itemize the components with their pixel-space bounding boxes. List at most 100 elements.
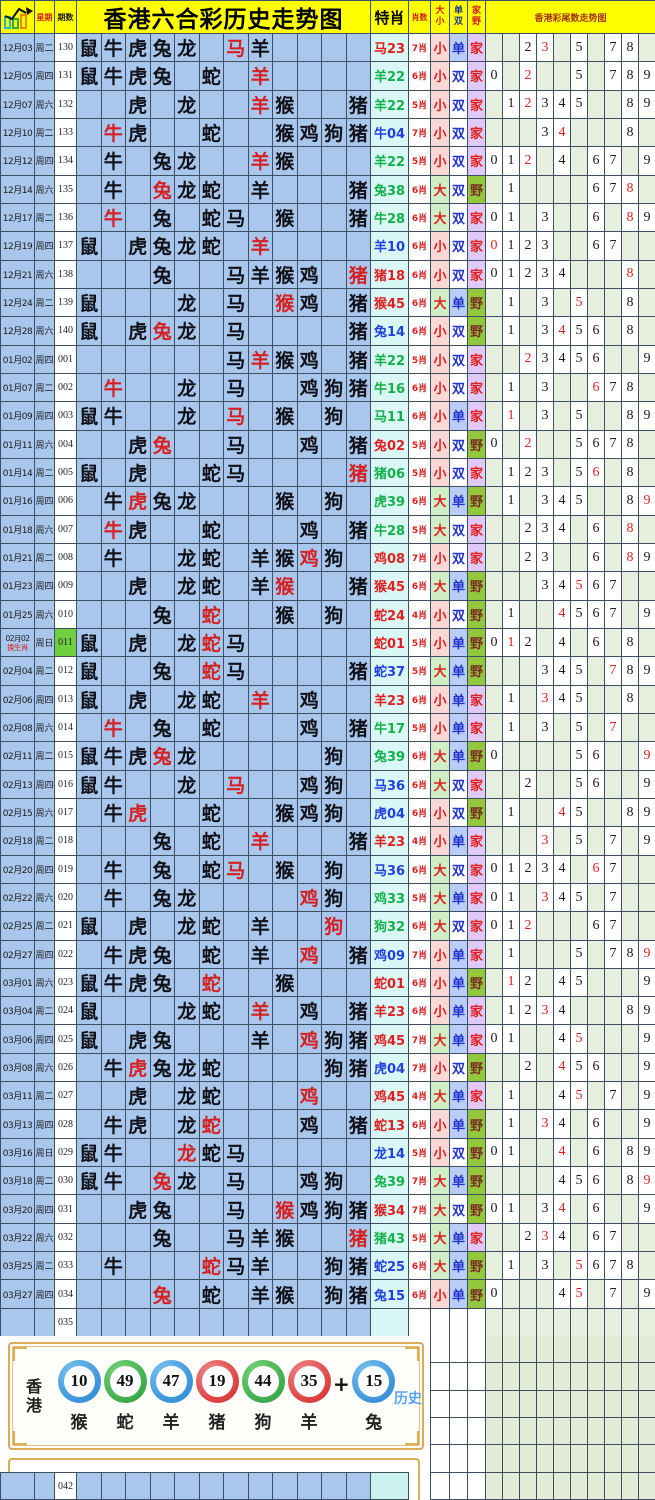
tail-cell: 4 [554, 1280, 571, 1309]
tail-cell: 2 [520, 90, 537, 119]
zodiac-cell [150, 572, 175, 601]
tail-cell [605, 798, 622, 828]
tail-cell [639, 175, 655, 204]
tail-cell [571, 912, 588, 941]
tail-cell: 5 [571, 798, 588, 828]
zodiac-cell [248, 1308, 273, 1338]
zodiac-cell [150, 997, 175, 1026]
zodiac-cell [346, 600, 371, 629]
tail-cell: 7 [605, 373, 622, 403]
tail-cell: 9 [639, 487, 655, 516]
tail-cell [622, 572, 639, 601]
tail-cell [554, 175, 571, 204]
zodiac-cell: 鼠 [77, 997, 102, 1026]
zodiac-cell [297, 572, 322, 601]
empty-tail-cell [503, 1472, 520, 1500]
header-big: 大 [435, 6, 445, 16]
tail-cell: 3 [537, 572, 554, 601]
zodiac-cell [224, 883, 249, 913]
table-row: 02月02 换生肖 周日 011 鼠虎龙蛇马蛇01 5肖小单野 0 1 2 4 6 8 [1, 628, 655, 658]
zodiac-cell [297, 657, 322, 686]
tail-cell [571, 543, 588, 573]
weekday-cell [35, 1308, 55, 1338]
empty-tail-cell [588, 1417, 605, 1446]
tail-cell [520, 1195, 537, 1224]
tail-cell [588, 1025, 605, 1054]
tail-cell: 6 [588, 600, 605, 629]
zodiac-cell [77, 260, 102, 289]
weekday-cell: 周二 [35, 543, 55, 573]
size-cell: 大 [431, 770, 450, 799]
weekday-cell: 周六 [35, 317, 55, 346]
tail-cell: 9 [639, 543, 655, 573]
special-cell: 猴45 [371, 572, 409, 601]
zodiac-cell: 兔 [150, 855, 175, 884]
zodiac-cell [77, 855, 102, 884]
tail-cell [639, 430, 655, 459]
header-odd-even: 单 双 [450, 1, 468, 34]
period-cell: 135 [55, 175, 77, 204]
special-cell: 猴34 [371, 1195, 409, 1224]
ball-circle: 47 [149, 1359, 193, 1403]
date-cell: 03月04 [1, 997, 35, 1026]
page-title: 香港六合彩历史走势图 [77, 1, 371, 34]
tail-cell: 5 [571, 345, 588, 374]
tail-cell [605, 288, 622, 318]
zodiac-cell: 鸡 [297, 1167, 322, 1196]
special-cell: 蛇24 [371, 600, 409, 629]
zodiac-cell: 马 [224, 260, 249, 289]
zodiac-cell [126, 260, 151, 289]
weekday-cell: 周六 [35, 260, 55, 289]
size-cell: 大 [431, 1025, 450, 1054]
empty-cell [450, 1445, 468, 1473]
count-cell: 6肖 [409, 798, 431, 828]
table-row: 02月11 周二 015 鼠牛虎兔龙狗兔39 6肖大单野 0 5 6 9 [1, 742, 655, 771]
tail-cell [537, 1308, 554, 1338]
zodiac-cell: 羊 [248, 345, 273, 374]
tail-cell [571, 373, 588, 403]
tail-cell [639, 883, 655, 913]
trend-chart-icon [1, 1, 35, 34]
zodiac-cell [101, 1308, 126, 1338]
zodiac-cell: 鸡 [297, 430, 322, 459]
tail-cell: 7 [605, 232, 622, 261]
zodiac-cell: 兔 [150, 487, 175, 516]
tail-cell [639, 232, 655, 261]
tail-cell [605, 515, 622, 544]
zodiac-cell [297, 175, 322, 204]
weekday-cell: 周六 [35, 883, 55, 913]
tail-cell [605, 1167, 622, 1196]
empty-tail-cell [503, 1445, 520, 1473]
tail-cell: 3 [537, 345, 554, 374]
zodiac-cell: 虎 [126, 1053, 151, 1083]
zodiac-cell: 牛 [101, 543, 126, 573]
date-cell: 02月20 [1, 855, 35, 884]
empty-cell [431, 1472, 450, 1500]
empty-tail-cell [537, 1472, 554, 1500]
trend-table: 星期 期数 香港六合彩历史走势图 特肖 肖数 大 小 单 双 家 野 香港彩尾数… [0, 0, 655, 1338]
count-cell: 4肖 [409, 827, 431, 856]
zodiac-cell: 蛇 [199, 1053, 224, 1083]
zodiac-cell [346, 487, 371, 516]
weekday-cell: 周六 [35, 515, 55, 544]
zodiac-cell [273, 34, 298, 63]
tail-cell [622, 1280, 639, 1309]
tail-cell: 1 [503, 487, 520, 516]
tail-cell [588, 685, 605, 714]
table-row: 01月16 周四 006 牛虎兔龙猴狗虎39 6肖大单野 1 3 4 5 8 9 [1, 487, 655, 516]
empty-cell [431, 1336, 450, 1364]
weekday-cell: 周四 [35, 1025, 55, 1054]
zodiac-cell [297, 232, 322, 261]
tail-cell [571, 997, 588, 1026]
special-cell: 蛇25 [371, 1252, 409, 1281]
zodiac-cell [175, 1308, 200, 1338]
special-cell: 鸡45 [371, 1082, 409, 1111]
parity-cell: 双 [450, 515, 468, 544]
weekday-cell: 周六 [35, 1053, 55, 1083]
zodiac-cell [322, 1308, 347, 1338]
count-cell: 6肖 [409, 1110, 431, 1139]
count-cell: 7肖 [409, 1195, 431, 1224]
tail-cell: 5 [571, 62, 588, 91]
tail-cell: 0 [486, 1195, 503, 1224]
zodiac-cell [77, 345, 102, 374]
